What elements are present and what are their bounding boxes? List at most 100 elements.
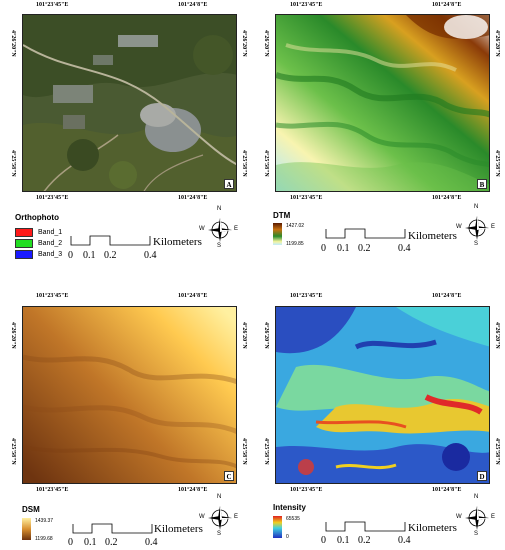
coord-c-bottom-right: 101°24'8"E xyxy=(178,487,208,493)
scale-c-01: 0.1 xyxy=(84,537,97,548)
compass-d-n: N xyxy=(474,494,479,500)
intensity-image xyxy=(276,307,489,483)
north-arrow-c: N S E W xyxy=(199,494,239,537)
dtm-max: 1427.02 xyxy=(286,223,305,229)
coord-b-top-left: 101°23'45"E xyxy=(290,2,323,8)
compass-s: S xyxy=(217,243,222,249)
panel-letter-b: B xyxy=(477,179,487,189)
north-arrow-b: N S E W xyxy=(456,204,496,247)
scale-d-0: 0 xyxy=(321,535,326,546)
orthophoto-map: A xyxy=(22,14,237,192)
dtm-min: 1199.85 xyxy=(286,241,304,247)
band-1-label: Band_1 xyxy=(38,229,63,236)
scale-c-04: 0.4 xyxy=(145,537,158,548)
coord-b-left-lower: 4°25'58"N xyxy=(263,150,269,177)
compass-b-e: E xyxy=(491,224,496,230)
coord-b-left-upper: 4°26'20"N xyxy=(263,30,269,57)
dsm-min: 1199.68 xyxy=(35,536,53,542)
legend-title-dsm: DSM xyxy=(22,505,40,514)
north-arrow-d: N S E W xyxy=(456,494,496,537)
orthophoto-image xyxy=(23,15,236,191)
dtm-image xyxy=(276,15,489,191)
coord-left-upper: 4°26'20"N xyxy=(10,30,16,57)
coord-right-lower: 4°25'58"N xyxy=(241,150,247,177)
coord-c-right-lower: 4°25'58"N xyxy=(241,438,247,465)
scale-b-unit: Kilometers xyxy=(408,230,457,242)
dsm-color-ramp xyxy=(22,518,31,540)
scale-c-0: 0 xyxy=(68,537,73,548)
coord-c-left-upper: 4°26'20"N xyxy=(10,322,16,349)
legend-title-intensity: Intensity xyxy=(273,503,306,512)
compass-d-s: S xyxy=(474,531,479,537)
scale-a-01: 0.1 xyxy=(83,250,96,261)
coord-bottom-right: 101°24'8"E xyxy=(178,195,208,201)
scalebar-d xyxy=(325,521,406,532)
dsm-max: 1439.37 xyxy=(35,518,54,524)
scale-a-unit: Kilometers xyxy=(153,236,202,248)
coord-bottom-left: 101°23'45"E xyxy=(36,195,69,201)
legend-band-3: Band_3 xyxy=(15,250,62,259)
compass-b-n: N xyxy=(474,204,479,210)
compass-c-n: N xyxy=(217,494,222,500)
compass-d-w: W xyxy=(456,514,462,520)
intensity-max: 65535 xyxy=(286,516,300,522)
compass-b-w: W xyxy=(456,224,462,230)
coord-right-upper: 4°26'20"N xyxy=(241,30,247,57)
scale-a-04: 0.4 xyxy=(144,250,157,261)
panel-letter-d: D xyxy=(477,471,487,481)
compass-b-s: S xyxy=(474,241,479,247)
band-3-swatch xyxy=(15,250,33,259)
dtm-map: B xyxy=(275,14,490,192)
north-arrow-a: N S E W xyxy=(199,206,239,249)
legend-band-1: Band_1 xyxy=(15,228,62,237)
compass-c-e: E xyxy=(234,514,239,520)
scalebar-a xyxy=(70,235,151,246)
scale-c-02: 0.2 xyxy=(105,537,118,548)
scale-a-02: 0.2 xyxy=(104,250,117,261)
coord-b-top-right: 101°24'8"E xyxy=(432,2,462,8)
coord-c-top-left: 101°23'45"E xyxy=(36,293,69,299)
panel-letter-c: C xyxy=(224,471,234,481)
dsm-image xyxy=(23,307,236,483)
coord-d-bottom-left: 101°23'45"E xyxy=(290,487,323,493)
coord-c-right-upper: 4°26'20"N xyxy=(241,322,247,349)
scale-d-02: 0.2 xyxy=(358,535,371,546)
intensity-map: D xyxy=(275,306,490,484)
compass-d-e: E xyxy=(491,514,496,520)
dtm-color-ramp xyxy=(273,223,282,245)
coord-c-left-lower: 4°25'58"N xyxy=(10,438,16,465)
coord-d-top-right: 101°24'8"E xyxy=(432,293,462,299)
band-1-swatch xyxy=(15,228,33,237)
coord-b-right-lower: 4°25'58"N xyxy=(494,150,500,177)
scale-b-04: 0.4 xyxy=(398,243,411,254)
band-2-swatch xyxy=(15,239,33,248)
compass-e: E xyxy=(234,226,239,232)
legend-title-orthophoto: Orthophoto xyxy=(15,213,59,222)
compass-c-w: W xyxy=(199,514,205,520)
scale-a-0: 0 xyxy=(68,250,73,261)
coord-d-left-lower: 4°25'58"N xyxy=(263,438,269,465)
coord-c-bottom-left: 101°23'45"E xyxy=(36,487,69,493)
panel-letter-a: A xyxy=(224,179,234,189)
scale-d-unit: Kilometers xyxy=(408,522,457,534)
scale-b-01: 0.1 xyxy=(337,243,350,254)
legend-title-dtm: DTM xyxy=(273,211,291,220)
scale-d-01: 0.1 xyxy=(337,535,350,546)
intensity-color-ramp xyxy=(273,516,282,538)
scale-d-04: 0.4 xyxy=(398,535,411,546)
scale-b-02: 0.2 xyxy=(358,243,371,254)
compass-w: W xyxy=(199,226,205,232)
coord-b-bottom-left: 101°23'45"E xyxy=(290,195,323,201)
dsm-map: C xyxy=(22,306,237,484)
scalebar-b xyxy=(325,228,406,239)
coord-d-top-left: 101°23'45"E xyxy=(290,293,323,299)
coord-d-right-upper: 4°26'20"N xyxy=(494,322,500,349)
coord-left-lower: 4°25'58"N xyxy=(10,150,16,177)
coord-top-left: 101°23'45"E xyxy=(36,2,69,8)
coord-d-left-upper: 4°26'20"N xyxy=(263,322,269,349)
coord-d-bottom-right: 101°24'8"E xyxy=(432,487,462,493)
intensity-min: 0 xyxy=(286,534,289,540)
coord-b-right-upper: 4°26'20"N xyxy=(494,30,500,57)
scale-b-0: 0 xyxy=(321,243,326,254)
legend-band-2: Band_2 xyxy=(15,239,62,248)
